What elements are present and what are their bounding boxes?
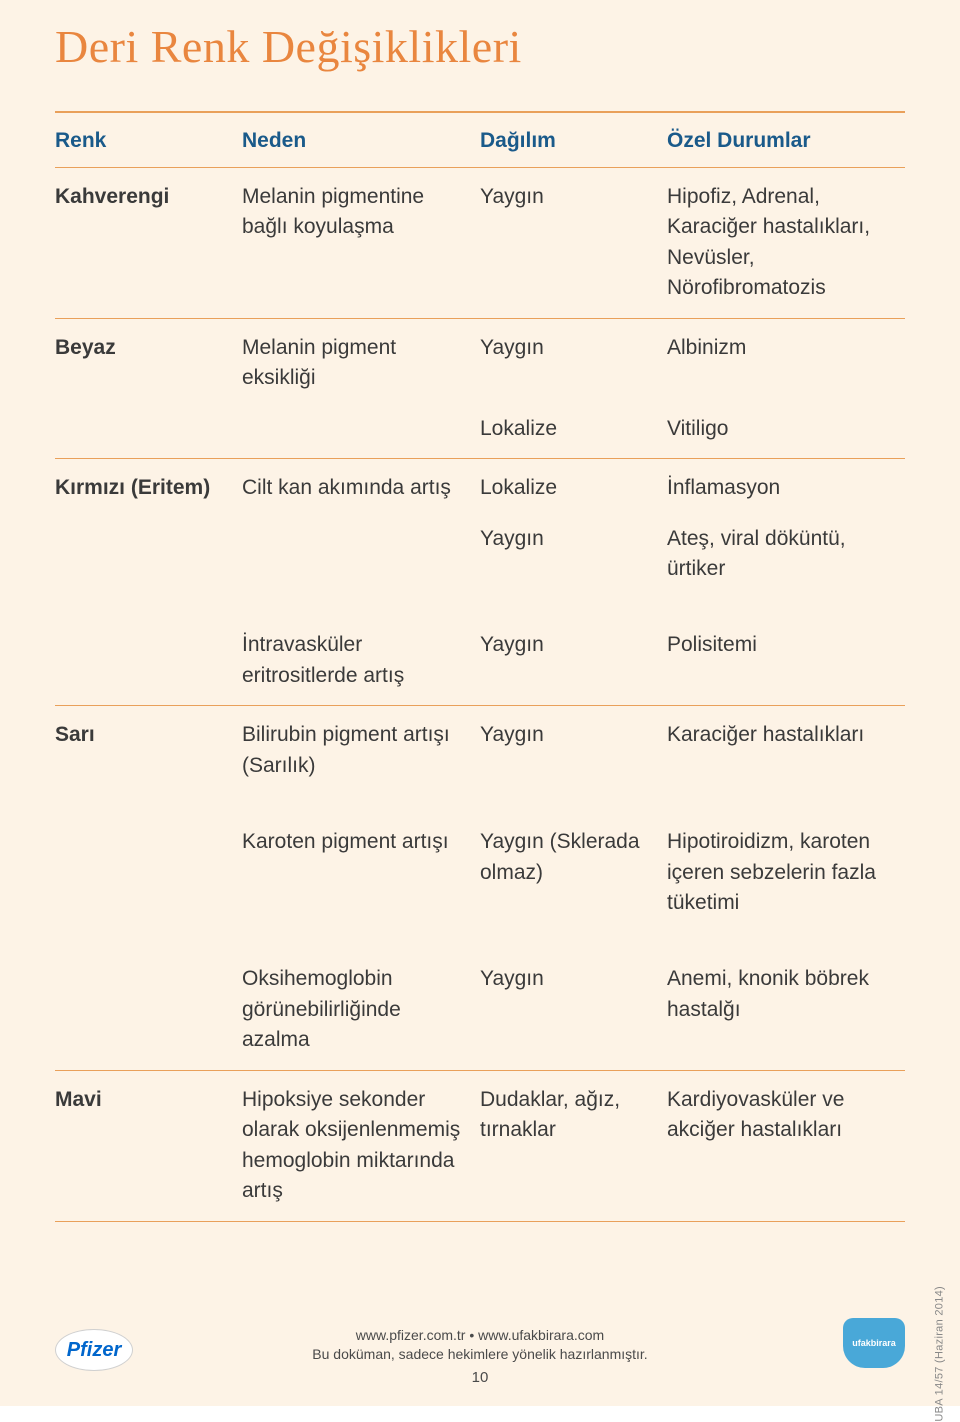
cell-dagilim: Lokalize (480, 408, 667, 458)
rule-top (55, 111, 905, 113)
cell-dagilim: Yaygın (480, 706, 667, 795)
cell-dagilim: Lokalize (480, 459, 667, 517)
cell-ozel: Albinizm (667, 319, 905, 408)
cell-ozel: Karaciğer hastalıkları (667, 706, 905, 795)
ufakbirara-logo-text: ufakbirara (852, 1338, 896, 1348)
cell-neden (242, 518, 480, 599)
cell-renk (55, 408, 242, 458)
rule-line (55, 1221, 905, 1222)
pfizer-logo-text: Pfizer (67, 1339, 121, 1362)
table-header-row: Renk Neden Dağılım Özel Durumlar (55, 115, 905, 167)
table-row: MaviHipoksiye sekonder olarak oksijenlen… (55, 1071, 905, 1221)
cell-dagilim: Yaygın (480, 616, 667, 705)
cell-renk (55, 813, 242, 932)
data-table: Renk Neden Dağılım Özel Durumlar Kahvere… (55, 115, 905, 1222)
cell-neden: Oksihemoglobin görünebilirliğinde azalma (242, 950, 480, 1069)
table-gap-row (55, 932, 905, 950)
cell-dagilim: Yaygın (Sklerada olmaz) (480, 813, 667, 932)
table-row: Oksihemoglobin görünebilirliğinde azalma… (55, 950, 905, 1069)
cell-ozel: Vitiligo (667, 408, 905, 458)
page-title: Deri Renk Değişiklikleri (55, 20, 905, 73)
cell-neden (242, 408, 480, 458)
cell-neden: Hipoksiye sekonder olarak oksijenlenmemi… (242, 1071, 480, 1221)
cell-renk (55, 518, 242, 599)
table-row: Karoten pigment artışıYaygın (Sklerada o… (55, 813, 905, 932)
footer: www.pfizer.com.tr • www.ufakbirara.com B… (0, 1326, 960, 1386)
cell-neden: Karoten pigment artışı (242, 813, 480, 932)
table-row: YaygınAteş, viral döküntü, ürtiker (55, 518, 905, 599)
th-dagilim: Dağılım (480, 115, 667, 167)
side-code: UBA 14/57 (Haziran 2014) (934, 1286, 946, 1422)
th-renk: Renk (55, 115, 242, 167)
footer-page: 10 (55, 1369, 905, 1386)
table-row: BeyazMelanin pigment eksikliğiYaygınAlbi… (55, 319, 905, 408)
table-row: İntravasküler eritrositlerde artışYaygın… (55, 616, 905, 705)
cell-ozel: Anemi, knonik böbrek hastalğı (667, 950, 905, 1069)
page-container: Deri Renk Değişiklikleri Renk Neden Dağı… (0, 0, 960, 1406)
cell-neden: Bilirubin pigment artışı (Sarılık) (242, 706, 480, 795)
table-row: LokalizeVitiligo (55, 408, 905, 458)
cell-renk: Kırmızı (Eritem) (55, 459, 242, 517)
table-gap-row (55, 598, 905, 616)
cell-ozel: İnflamasyon (667, 459, 905, 517)
cell-renk (55, 616, 242, 705)
cell-neden: Melanin pigmentine bağlı koyulaşma (242, 168, 480, 318)
footer-line1: www.pfizer.com.tr • www.ufakbirara.com (55, 1326, 905, 1346)
th-neden: Neden (242, 115, 480, 167)
cell-ozel: Kardiyovasküler ve akciğer hastalıkları (667, 1071, 905, 1221)
cell-renk (55, 950, 242, 1069)
cell-neden: İntravasküler eritrositlerde artış (242, 616, 480, 705)
cell-dagilim: Dudaklar, ağız, tırnaklar (480, 1071, 667, 1221)
table-row: SarıBilirubin pigment artışı (Sarılık)Ya… (55, 706, 905, 795)
cell-renk: Sarı (55, 706, 242, 795)
row-rule (55, 1221, 905, 1222)
pfizer-logo: Pfizer (55, 1329, 133, 1371)
cell-ozel: Hipofiz, Adrenal, Karaciğer hastalıkları… (667, 168, 905, 318)
cell-neden: Cilt kan akımında artış (242, 459, 480, 517)
cell-dagilim: Yaygın (480, 168, 667, 318)
cell-ozel: Polisitemi (667, 616, 905, 705)
table-row: Kırmızı (Eritem)Cilt kan akımında artışL… (55, 459, 905, 517)
table-gap-row (55, 795, 905, 813)
ufakbirara-logo: ufakbirara (843, 1318, 905, 1368)
cell-renk: Beyaz (55, 319, 242, 408)
th-ozel: Özel Durumlar (667, 115, 905, 167)
cell-dagilim: Yaygın (480, 319, 667, 408)
cell-renk: Mavi (55, 1071, 242, 1221)
cell-renk: Kahverengi (55, 168, 242, 318)
footer-line2: Bu doküman, sadece hekimlere yönelik haz… (55, 1345, 905, 1365)
cell-ozel: Hipotiroidizm, karoten içeren sebzelerin… (667, 813, 905, 932)
table-body: KahverengiMelanin pigmentine bağlı koyul… (55, 168, 905, 1222)
cell-dagilim: Yaygın (480, 950, 667, 1069)
cell-dagilim: Yaygın (480, 518, 667, 599)
table-row: KahverengiMelanin pigmentine bağlı koyul… (55, 168, 905, 318)
cell-ozel: Ateş, viral döküntü, ürtiker (667, 518, 905, 599)
cell-neden: Melanin pigment eksikliği (242, 319, 480, 408)
